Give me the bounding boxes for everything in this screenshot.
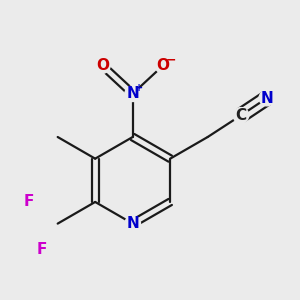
Circle shape [259,90,275,106]
Text: F: F [37,242,47,257]
Text: N: N [126,86,139,101]
Circle shape [125,216,140,231]
Text: F: F [24,194,34,209]
Circle shape [125,86,140,101]
Text: C: C [236,108,247,123]
Text: +: + [135,83,143,93]
Circle shape [94,58,110,74]
Text: −: − [166,53,176,66]
Circle shape [35,243,49,256]
Text: N: N [260,91,273,106]
Text: O: O [96,58,109,73]
Text: O: O [157,58,169,73]
Text: N: N [126,216,139,231]
Circle shape [22,195,36,209]
Circle shape [233,108,249,123]
Circle shape [155,58,171,74]
